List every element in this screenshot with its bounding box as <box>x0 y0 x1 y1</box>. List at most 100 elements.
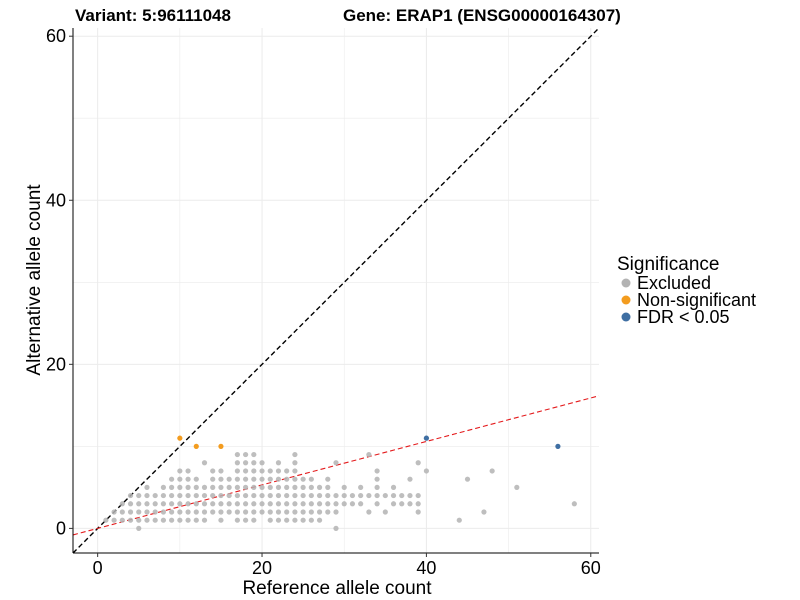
point-excluded-30 <box>169 509 175 515</box>
point-excluded-129 <box>284 509 290 515</box>
point-excluded-29 <box>169 517 175 523</box>
point-excluded-1 <box>111 517 117 523</box>
point-excluded-57 <box>201 501 208 507</box>
point-excluded-111 <box>259 468 265 474</box>
point-excluded-147 <box>300 492 306 499</box>
legend-label-fdr: FDR < 0.05 <box>637 307 730 327</box>
point-excluded-164 <box>325 484 331 490</box>
point-excluded-86 <box>234 460 240 466</box>
point-excluded-163 <box>325 492 331 499</box>
point-excluded-118 <box>267 476 273 482</box>
x-tick-label-20: 20 <box>252 558 272 578</box>
point-excluded-199 <box>415 492 421 499</box>
point-excluded-124 <box>275 484 282 490</box>
point-excluded-110 <box>259 476 265 482</box>
point-excluded-169 <box>333 492 339 499</box>
legend-label-non-significant: Non-significant <box>637 290 756 310</box>
point-excluded-53 <box>193 484 199 490</box>
point-fdr-0-05-0 <box>423 435 430 441</box>
point-excluded-5 <box>119 501 125 507</box>
point-excluded-18 <box>144 492 150 499</box>
point-excluded-41 <box>177 468 183 474</box>
point-excluded-190 <box>390 492 397 499</box>
point-excluded-185 <box>374 476 380 482</box>
point-excluded-138 <box>292 492 298 499</box>
reference-lines <box>72 27 600 554</box>
point-excluded-42 <box>185 517 191 523</box>
point-fdr-0-05-1 <box>555 443 561 449</box>
point-excluded-37 <box>177 501 183 507</box>
y-axis-ticks: 0 20 40 60 <box>46 26 73 538</box>
y-tick-label-60: 60 <box>46 26 66 46</box>
point-excluded-114 <box>267 509 273 515</box>
data-points <box>103 435 577 531</box>
legend-marker-non-significant <box>621 295 631 305</box>
point-excluded-34 <box>169 476 175 482</box>
point-excluded-49 <box>193 517 199 523</box>
point-excluded-172 <box>341 492 347 499</box>
point-excluded-9 <box>127 492 134 499</box>
point-excluded-6 <box>127 517 134 523</box>
point-excluded-89 <box>242 509 249 515</box>
point-excluded-193 <box>399 492 405 499</box>
point-excluded-80 <box>234 509 240 515</box>
point-excluded-203 <box>456 517 462 523</box>
point-excluded-116 <box>267 492 273 499</box>
point-excluded-103 <box>251 468 257 474</box>
point-excluded-2 <box>111 509 117 515</box>
point-excluded-107 <box>259 501 265 507</box>
point-excluded-113 <box>267 517 273 523</box>
legend-title: Significance <box>617 254 719 275</box>
point-excluded-27 <box>160 492 167 499</box>
point-excluded-120 <box>275 517 282 523</box>
point-excluded-128 <box>284 517 290 523</box>
point-excluded-208 <box>571 501 577 507</box>
point-excluded-13 <box>136 501 142 507</box>
y-tick-label-20: 20 <box>46 354 66 374</box>
point-excluded-189 <box>390 501 397 507</box>
point-excluded-58 <box>201 492 208 499</box>
point-excluded-46 <box>185 484 191 490</box>
point-excluded-66 <box>210 468 216 474</box>
point-excluded-97 <box>251 517 257 523</box>
x-axis-label: Reference allele count <box>242 578 432 599</box>
point-excluded-96 <box>242 451 249 458</box>
point-excluded-179 <box>366 509 372 515</box>
point-excluded-167 <box>333 509 339 515</box>
point-excluded-63 <box>210 492 216 499</box>
point-excluded-91 <box>242 492 249 499</box>
point-excluded-33 <box>169 484 175 490</box>
point-excluded-121 <box>275 509 282 515</box>
point-excluded-83 <box>234 484 240 490</box>
point-excluded-125 <box>275 476 282 482</box>
x-tick-label-0: 0 <box>93 558 103 578</box>
point-excluded-122 <box>275 501 282 507</box>
point-excluded-175 <box>349 492 356 499</box>
point-excluded-55 <box>201 517 208 523</box>
point-excluded-104 <box>251 460 257 466</box>
point-excluded-207 <box>514 484 520 490</box>
point-non-significant-0 <box>177 435 183 441</box>
point-excluded-206 <box>489 468 495 474</box>
point-excluded-198 <box>415 501 421 507</box>
point-excluded-64 <box>210 484 216 490</box>
point-excluded-21 <box>152 509 158 515</box>
point-excluded-52 <box>193 492 199 499</box>
point-excluded-146 <box>300 501 306 507</box>
point-excluded-177 <box>358 492 364 499</box>
point-excluded-56 <box>201 509 208 515</box>
point-excluded-87 <box>234 451 240 458</box>
point-excluded-161 <box>325 509 331 515</box>
point-excluded-17 <box>144 501 150 507</box>
point-excluded-123 <box>275 492 282 499</box>
point-excluded-106 <box>259 509 265 515</box>
point-excluded-45 <box>185 492 191 499</box>
point-excluded-47 <box>185 476 191 482</box>
point-excluded-192 <box>399 501 405 507</box>
point-excluded-100 <box>251 492 257 499</box>
point-excluded-38 <box>177 492 183 499</box>
point-excluded-109 <box>259 484 265 490</box>
point-excluded-32 <box>169 492 175 499</box>
point-excluded-94 <box>242 468 249 474</box>
